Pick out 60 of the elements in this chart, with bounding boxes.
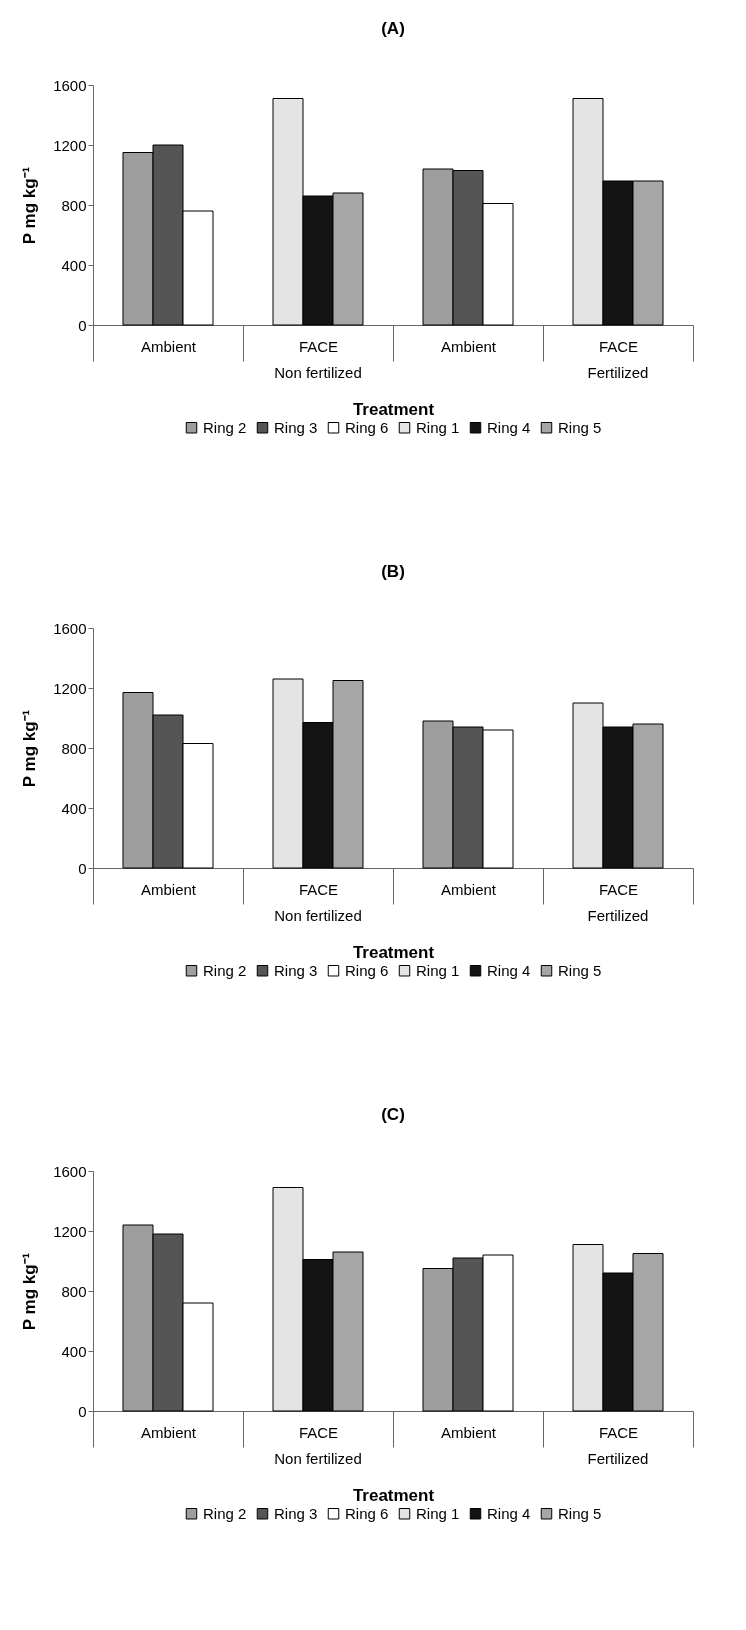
chart-title: (A) — [381, 19, 405, 38]
x-tick-label: FACE — [598, 337, 639, 355]
legend-label: Ring 2 — [203, 961, 247, 979]
x-tick-label: Ambient — [440, 1423, 497, 1441]
y-tick-label: 800 — [61, 739, 87, 757]
chart-title: (C) — [381, 1105, 405, 1124]
text: Fertilized — [587, 907, 649, 924]
y-axis-title: P mg kg⁻¹ — [20, 709, 40, 788]
chart-title: (B) — [381, 562, 405, 581]
legend-label: Ring 6 — [345, 961, 389, 979]
y-axis-title: P mg kg⁻¹ — [20, 166, 40, 245]
text: Fertilized — [587, 1450, 649, 1467]
y-tick-label: 400 — [61, 799, 87, 817]
x-tick-label: FACE — [598, 880, 639, 898]
x-axis-title: Treatment — [352, 1486, 435, 1505]
y-tick-label: 1200 — [53, 136, 87, 154]
y-tick-label: 1200 — [53, 679, 87, 697]
y-tick-label: 800 — [61, 1282, 87, 1300]
legend-label: Ring 5 — [558, 961, 602, 979]
y-tick-label: 1600 — [53, 76, 87, 94]
legend-label: Ring 1 — [416, 418, 460, 436]
y-tick-label: 1600 — [53, 1162, 87, 1180]
legend-label: Ring 3 — [274, 1504, 318, 1522]
y-tick-label: 1600 — [53, 619, 87, 637]
y-tick-label: 1200 — [53, 1222, 87, 1240]
x-tick-label: FACE — [298, 337, 339, 355]
x-tick-label: Ambient — [440, 337, 497, 355]
legend-label: Ring 4 — [487, 418, 531, 436]
legend-label: Ring 6 — [345, 418, 389, 436]
legend-label: Ring 3 — [274, 961, 318, 979]
y-tick-label: 0 — [78, 859, 87, 877]
text: Non fertilized — [274, 364, 362, 381]
x-tick-label: Ambient — [140, 1423, 197, 1441]
y-tick-label: 400 — [61, 1342, 87, 1360]
x-tick-label: Ambient — [440, 880, 497, 898]
legend-label: Ring 5 — [558, 418, 602, 436]
legend-label: Ring 6 — [345, 1504, 389, 1522]
y-tick-label: 0 — [78, 1402, 87, 1420]
y-tick-label: 0 — [78, 316, 87, 334]
text: Non fertilized — [274, 1450, 362, 1467]
x-tick-label: Ambient — [140, 337, 197, 355]
y-axis-title: P mg kg⁻¹ — [20, 1252, 40, 1331]
text: Fertilized — [587, 364, 649, 381]
text: Non fertilized — [274, 907, 362, 924]
x-tick-label: FACE — [298, 880, 339, 898]
y-tick-label: 800 — [61, 196, 87, 214]
legend-label: Ring 5 — [558, 1504, 602, 1522]
legend-label: Ring 4 — [487, 961, 531, 979]
x-tick-label: FACE — [598, 1423, 639, 1441]
legend-label: Ring 3 — [274, 418, 318, 436]
x-tick-label: Ambient — [140, 880, 197, 898]
legend-label: Ring 2 — [203, 418, 247, 436]
x-tick-label: FACE — [298, 1423, 339, 1441]
legend-label: Ring 1 — [416, 1504, 460, 1522]
x-axis-title: Treatment — [352, 400, 435, 419]
legend-label: Ring 1 — [416, 961, 460, 979]
y-tick-label: 400 — [61, 256, 87, 274]
legend-label: Ring 4 — [487, 1504, 531, 1522]
legend-label: Ring 2 — [203, 1504, 247, 1522]
x-axis-title: Treatment — [352, 943, 435, 962]
